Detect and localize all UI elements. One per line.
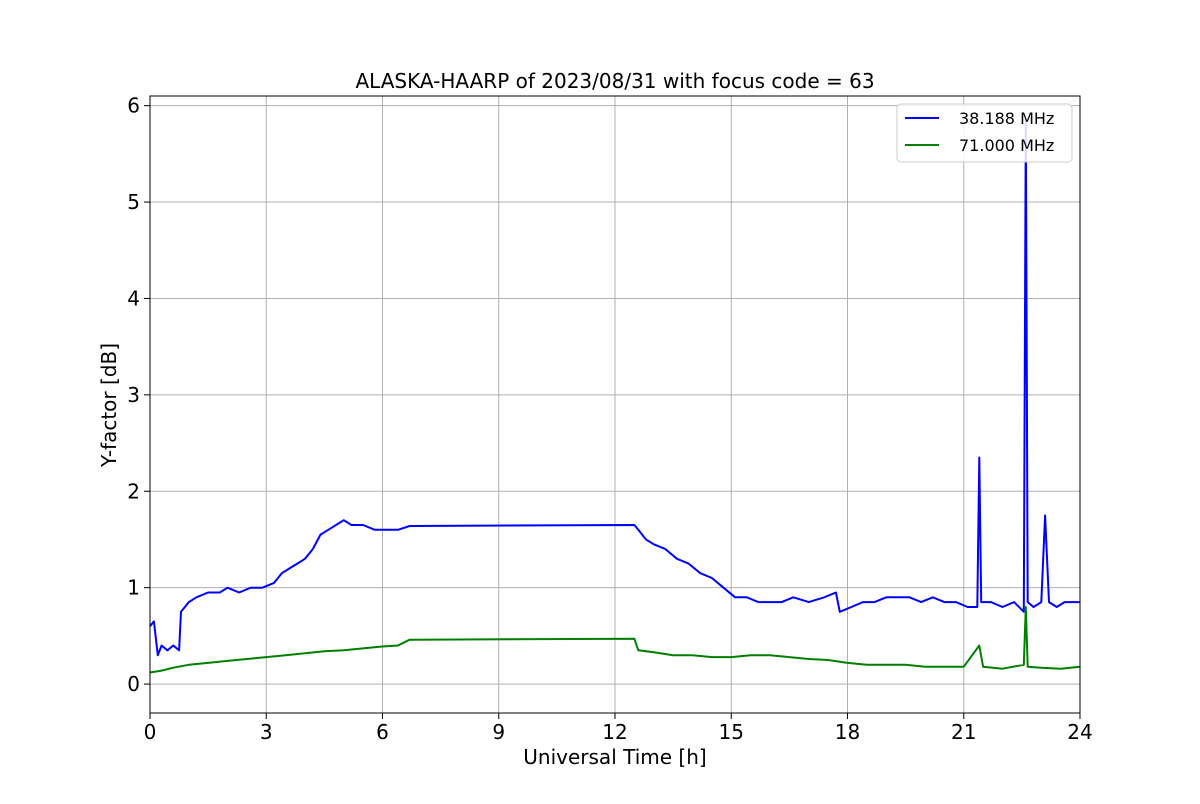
legend-label-71mhz: 71.000 MHz — [959, 136, 1054, 155]
y-tick-label: 4 — [127, 286, 140, 310]
x-axis-label: Universal Time [h] — [523, 745, 706, 769]
y-tick-label: 3 — [127, 383, 140, 407]
series-line-1 — [149, 606, 1081, 674]
legend-box — [896, 103, 1073, 163]
x-tick-label: 6 — [376, 720, 389, 744]
x-tick-label: 18 — [835, 720, 860, 744]
series-line-0 — [149, 119, 1080, 657]
series-layer — [149, 119, 1081, 674]
x-tick-label: 9 — [492, 720, 505, 744]
y-axis-label: Y-factor [dB] — [97, 343, 121, 468]
legend: 38.188 MHz 71.000 MHz — [896, 103, 1073, 163]
y-tick-label: 1 — [127, 576, 140, 600]
x-tick-label: 3 — [260, 720, 273, 744]
x-tick-label: 21 — [951, 720, 976, 744]
x-tick-label: 12 — [602, 720, 627, 744]
y-tick-label: 5 — [127, 190, 140, 214]
y-tick-label: 6 — [127, 94, 140, 118]
y-tick-label: 2 — [127, 479, 140, 503]
x-tick-label: 15 — [719, 720, 744, 744]
grid-layer — [149, 96, 1081, 713]
legend-label-38mhz: 38.188 MHz — [959, 109, 1054, 128]
x-tick-label: 24 — [1067, 720, 1092, 744]
chart-title: ALASKA-HAARP of 2023/08/31 with focus co… — [355, 69, 874, 93]
x-tick-label: 0 — [144, 720, 157, 744]
y-tick-label: 0 — [127, 672, 140, 696]
